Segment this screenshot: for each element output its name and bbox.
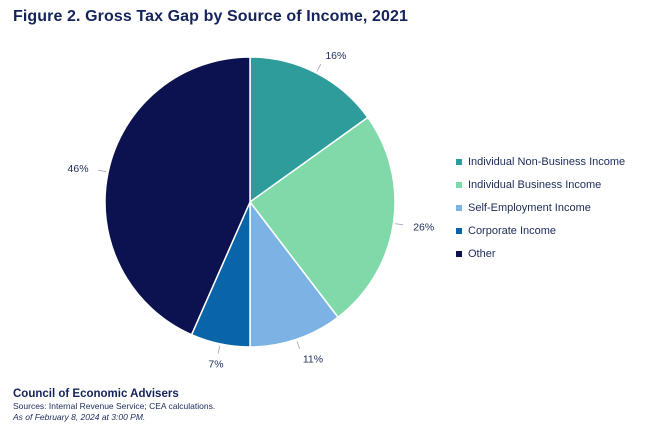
pie-slice-other [104,56,251,336]
legend: Individual Non-Business Income Individual… [456,150,625,265]
leader-line [316,63,322,72]
footer: Council of Economic Advisers Sources: In… [13,387,215,423]
data-label: 16% [325,50,346,62]
leader-line [217,345,221,354]
legend-item: Self-Employment Income [456,196,625,219]
pie-slice-individual-business-income [248,116,396,319]
pie-slices [104,56,396,348]
data-label: 46% [68,163,89,175]
legend-swatch [456,227,462,234]
data-label: 11% [303,353,323,365]
source-organization: Council of Economic Advisers [13,388,179,400]
label-leader-lines [98,63,404,354]
data-label: 7% [208,358,223,370]
chart-title: Figure 2. Gross Tax Gap by Source of Inc… [13,8,408,25]
legend-item: Individual Business Income [456,173,625,196]
legend-label: Individual Non-Business Income [468,155,626,168]
legend-label: Self-Employment Income [468,201,591,214]
leader-line [98,169,107,173]
legend-item: Individual Non-Business Income [456,150,625,173]
data-label: 26% [413,221,434,233]
legend-label: Other [468,247,496,260]
leader-line [395,223,404,226]
legend-swatch [456,158,462,165]
pie-slice-self-employment-income [249,199,340,348]
leader-line [296,341,301,349]
data-labels: 16% 26% 11% 7% 46% [68,50,435,370]
sources-note: Sources: Internal Revenue Service; CEA c… [13,401,216,411]
legend-swatch [456,250,462,257]
legend-label: Individual Business Income [468,178,602,191]
legend-label: Corporate Income [468,224,557,237]
legend-item: Corporate Income [456,219,625,242]
pie-slice-individual-non-business-income [249,56,369,204]
legend-swatch [456,204,462,211]
legend-item: Other [456,242,625,265]
as-of-note: As of February 8, 2024 at 3:00 PM. [13,412,146,422]
legend-swatch [456,181,462,188]
